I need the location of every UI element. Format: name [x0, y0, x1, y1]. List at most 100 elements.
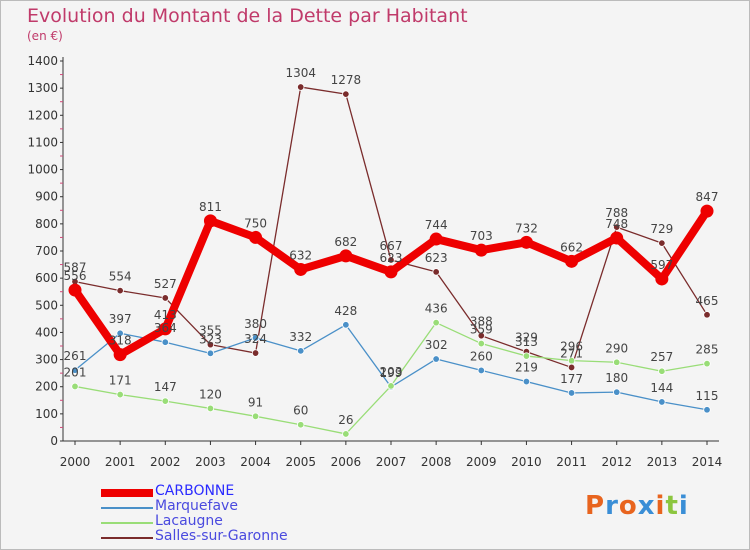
legend-swatch: [101, 537, 153, 539]
data-point: [206, 340, 215, 349]
data-point: [387, 256, 395, 264]
y-tick-label: 800: [35, 217, 58, 231]
data-label: 260: [470, 349, 493, 363]
data-label: 662: [560, 240, 583, 254]
data-point: [203, 214, 217, 228]
data-label: 703: [470, 229, 493, 243]
x-tick-label: 2000: [60, 455, 91, 469]
data-label: 26: [338, 413, 353, 427]
data-point: [206, 349, 215, 358]
y-tick-label: 900: [35, 190, 58, 204]
data-point: [474, 243, 488, 257]
chart-subtitle: (en €): [27, 29, 63, 43]
y-tick-label: 200: [35, 380, 58, 394]
data-label: 177: [560, 372, 583, 386]
data-label: 364: [154, 321, 177, 335]
data-point: [294, 262, 308, 276]
data-label: 144: [650, 381, 673, 395]
data-label: 285: [696, 343, 719, 357]
data-label: 847: [696, 190, 719, 204]
data-label: 355: [199, 324, 222, 338]
data-point: [610, 231, 624, 245]
data-label: 1278: [331, 73, 362, 87]
data-point: [339, 249, 353, 263]
data-label: 811: [199, 200, 222, 214]
data-label: 332: [289, 330, 312, 344]
data-point: [342, 430, 350, 438]
data-point: [655, 272, 669, 286]
legend-swatch: [101, 522, 153, 524]
data-label: 120: [199, 387, 222, 401]
data-label: 527: [154, 277, 177, 291]
data-point: [113, 348, 127, 362]
data-label: 556: [64, 269, 87, 283]
data-label: 623: [380, 251, 403, 265]
data-point: [297, 421, 305, 429]
data-label: 203: [380, 365, 403, 379]
data-label: 91: [248, 395, 263, 409]
data-point: [519, 235, 533, 249]
data-label: 632: [289, 248, 312, 262]
data-label: 296: [560, 340, 583, 354]
y-tick-label: 400: [35, 325, 58, 339]
data-point: [432, 355, 440, 363]
y-tick-label: 1000: [27, 163, 58, 177]
data-label: 199: [380, 366, 403, 380]
data-point: [658, 239, 666, 247]
data-point: [477, 366, 485, 375]
chart-title: Evolution du Montant de la Dette par Hab…: [27, 5, 468, 27]
data-point: [251, 349, 260, 357]
legend-swatch: [101, 489, 153, 497]
data-label: 729: [650, 222, 673, 236]
y-tick-label: 100: [35, 407, 58, 421]
data-point: [703, 359, 711, 368]
data-label: 147: [154, 380, 177, 394]
data-point: [432, 268, 440, 276]
data-point: [251, 334, 260, 342]
data-label: 201: [64, 365, 87, 379]
data-point: [384, 265, 398, 279]
data-point: [432, 318, 440, 327]
data-point: [249, 230, 263, 244]
data-point: [477, 339, 485, 348]
legend-label: Lacaugne: [155, 513, 223, 529]
data-point: [658, 367, 666, 375]
data-label: 597: [650, 258, 673, 272]
data-point: [522, 352, 531, 360]
y-tick-label: 1400: [27, 54, 58, 68]
data-label: 587: [64, 261, 87, 275]
data-point: [522, 377, 531, 386]
data-point: [703, 406, 711, 414]
data-label: 732: [515, 221, 538, 235]
data-point: [158, 322, 172, 336]
y-tick-label: 300: [35, 353, 58, 367]
legend-label: Salles-sur-Garonne: [155, 528, 288, 544]
y-tick-label: 1100: [27, 135, 58, 149]
data-label: 744: [425, 218, 448, 232]
data-point: [161, 294, 169, 302]
data-point: [342, 90, 350, 98]
data-label: 1304: [285, 66, 316, 80]
data-label: 115: [696, 389, 719, 403]
data-point: [297, 83, 305, 91]
legend-label: CARBONNE: [155, 483, 235, 499]
data-point: [161, 397, 169, 405]
data-label: 748: [605, 217, 628, 231]
data-label: 318: [109, 334, 132, 348]
data-label: 60: [293, 404, 308, 418]
data-label: 413: [154, 308, 177, 322]
data-point: [613, 388, 621, 396]
data-label: 554: [109, 270, 132, 284]
data-point: [342, 321, 350, 329]
data-label: 313: [515, 335, 538, 349]
y-tick-label: 500: [35, 298, 58, 312]
data-point: [567, 356, 576, 365]
y-tick-label: 1300: [27, 81, 58, 95]
legend-label: Marquefave: [155, 498, 238, 514]
x-tick-label: 2013: [647, 455, 678, 469]
data-label: 219: [515, 361, 538, 375]
data-point: [206, 404, 215, 413]
data-point: [658, 398, 666, 406]
y-tick-label: 1200: [27, 108, 58, 122]
